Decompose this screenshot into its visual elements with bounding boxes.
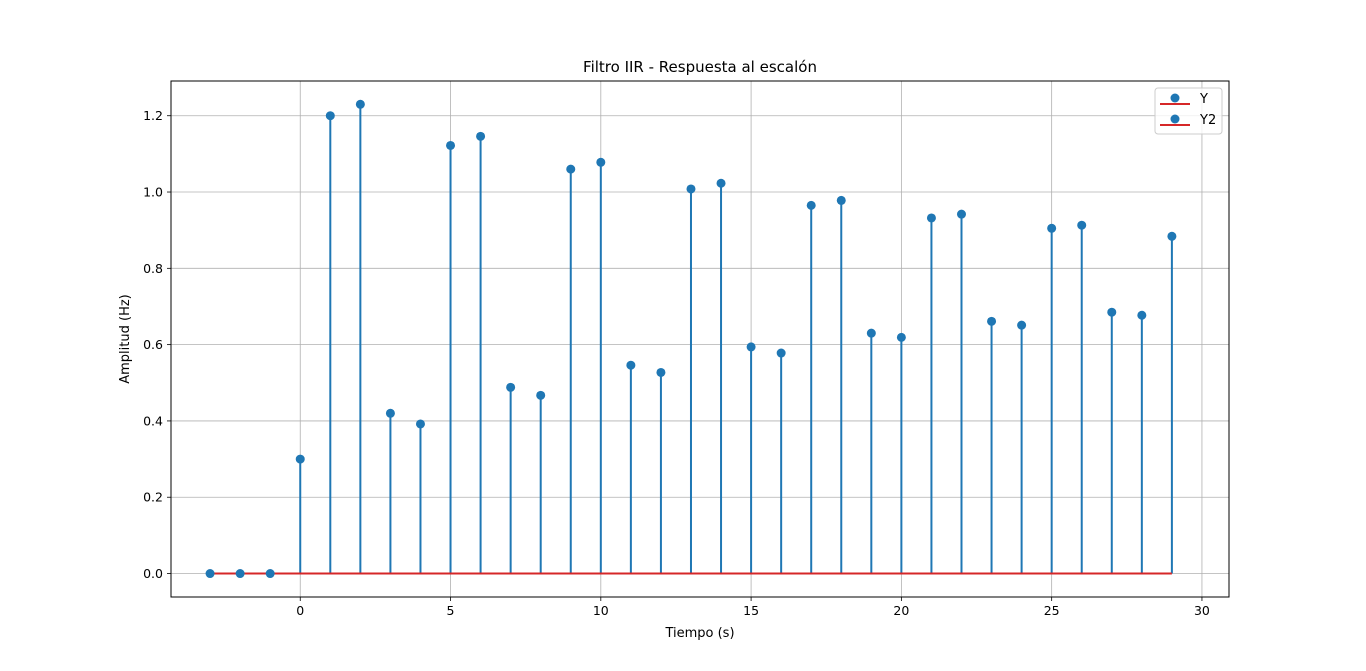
y-tick-label: 1.0: [143, 185, 163, 200]
x-tick-label: 10: [593, 603, 609, 618]
stem-marker: [1017, 320, 1027, 330]
stem-marker: [686, 184, 696, 194]
stem-marker: [385, 408, 395, 418]
y-tick-label: 0.4: [143, 413, 163, 428]
stem-marker: [656, 367, 666, 377]
stem-marker: [446, 140, 456, 150]
stem-marker: [746, 342, 756, 352]
stem-marker: [205, 569, 215, 579]
stem-marker: [987, 316, 997, 326]
legend-marker-swatch: [1170, 114, 1180, 124]
stem-marker: [1137, 310, 1147, 320]
stem-marker: [295, 454, 305, 464]
stem-marker: [235, 569, 245, 579]
x-tick-label: 25: [1044, 603, 1060, 618]
stem-marker: [806, 200, 816, 210]
x-tick-label: 20: [893, 603, 909, 618]
y-tick-label: 0.2: [143, 490, 163, 505]
stem-marker: [596, 157, 606, 167]
stem-marker: [836, 195, 846, 205]
x-axis-label: Tiempo (s): [664, 626, 734, 641]
y-ticks: 0.0 0.2 0.4 0.6 0.8 1.0 1.2: [143, 108, 171, 581]
stem-marker: [415, 419, 425, 429]
x-tick-label: 30: [1194, 603, 1210, 618]
y-tick-label: 0.6: [143, 337, 163, 352]
x-tick-label: 5: [447, 603, 455, 618]
stem-marker: [1077, 220, 1087, 230]
y-tick-label: 0.8: [143, 261, 163, 276]
stem-marker: [536, 390, 546, 400]
stem-marker: [476, 131, 486, 141]
x-tick-label: 0: [296, 603, 304, 618]
stem-marker: [265, 569, 275, 579]
axes-frame: [170, 80, 1230, 598]
stem-marker: [1167, 231, 1177, 241]
stem-marker: [1047, 223, 1057, 233]
stems: [299, 104, 1173, 574]
stem-marker: [1107, 307, 1117, 317]
markers: [205, 99, 1177, 579]
stem-marker: [325, 111, 335, 121]
legend-label: Y: [1199, 92, 1208, 107]
y-tick-label: 1.2: [143, 108, 163, 123]
legend-label: Y2: [1199, 113, 1216, 128]
y-axis-label: Amplitud (Hz): [118, 294, 133, 384]
stem-marker: [926, 213, 936, 223]
x-ticks: 0 5 10 15 20 25 30: [296, 597, 1210, 618]
stem-marker: [866, 328, 876, 338]
chart-title: Filtro IIR - Respuesta al escalón: [583, 58, 817, 76]
stem-marker: [776, 348, 786, 358]
stem-marker: [355, 99, 365, 109]
x-tick-label: 15: [743, 603, 759, 618]
stem-marker: [956, 209, 966, 219]
y-tick-label: 0.0: [143, 566, 163, 581]
stem-marker: [506, 382, 516, 392]
legend: Y Y2: [1154, 87, 1223, 135]
stem-marker: [896, 332, 906, 342]
stem-marker: [626, 360, 636, 370]
stem-marker: [566, 164, 576, 174]
legend-marker-swatch: [1170, 93, 1180, 103]
stem-marker: [716, 178, 726, 188]
